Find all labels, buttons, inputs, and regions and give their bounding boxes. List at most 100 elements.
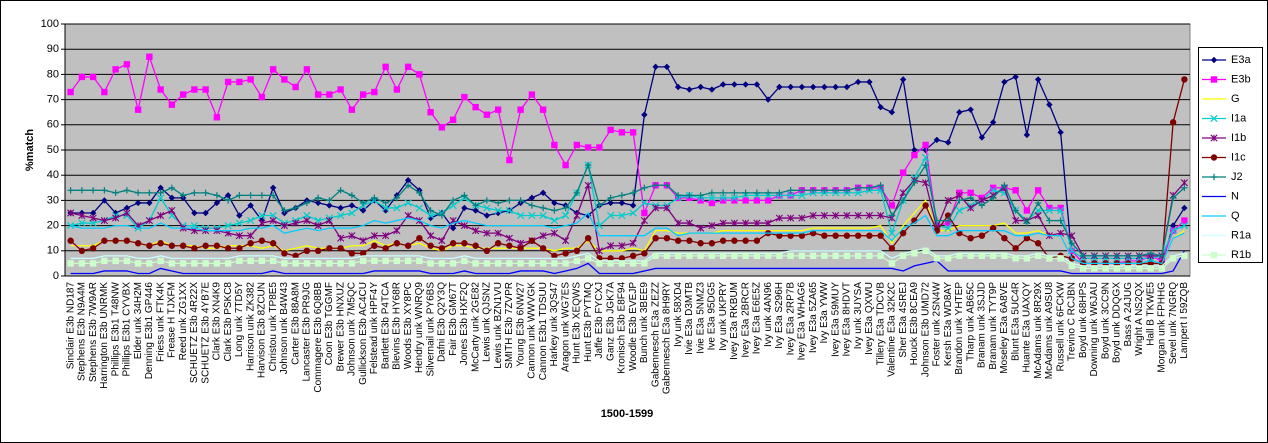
data-point [337,260,344,267]
data-point [528,91,536,98]
data-point [798,214,806,222]
data-point [854,189,862,197]
data-point [202,242,209,249]
data-point [787,191,795,199]
data-point [832,83,839,91]
data-point [832,252,839,260]
data-point [562,237,570,245]
data-point [686,237,693,244]
x-tick-label: Gullickson E3b AC4CU [358,282,369,385]
data-point [179,192,187,199]
data-point [989,119,997,126]
x-tick-label: Harvison E3b 8ZCUN [257,282,268,378]
data-point [629,252,637,260]
data-point [1023,207,1031,214]
data-point [742,189,749,197]
data-point [854,232,862,239]
data-point [629,129,637,136]
data-point [427,207,434,214]
data-point [652,235,659,242]
data-point [371,194,378,202]
data-point [584,255,592,262]
data-point [596,202,603,209]
data-point [393,194,401,202]
data-point [1012,73,1019,81]
data-point [1091,265,1098,272]
data-point [629,209,637,217]
data-point [371,257,378,265]
data-point [303,260,311,267]
data-point [843,187,851,194]
data-point [247,232,255,240]
data-point [371,88,378,96]
x-tick-label: Commagere E3b 6Q8BB [313,282,324,393]
data-point [460,222,468,230]
data-point [258,237,266,244]
data-point [449,116,457,123]
x-tick-label: Ivey E3a 5ZA65 [808,282,819,354]
data-point [539,260,547,267]
data-point [652,204,660,212]
x-tick-label: Houck E3b 8CEA9 [909,282,920,366]
data-point [359,237,367,245]
y-tick-label: 90 [47,43,59,55]
data-point [247,216,255,225]
x-tick-label: Ivy E3a S296H [774,282,785,349]
data-point [213,242,221,249]
legend-marker [1210,134,1218,142]
data-point [911,250,918,257]
data-point [798,187,806,194]
data-point [303,66,311,73]
data-point [415,204,423,212]
data-point [269,66,277,73]
data-point [247,202,254,209]
data-point [168,206,176,215]
legend-marker [1210,56,1218,64]
data-point [764,252,772,260]
data-point [112,209,119,217]
data-point [888,109,896,116]
data-point [820,211,828,220]
x-tick-label: Coon E3b TGGMF [324,282,335,365]
data-point [472,242,479,249]
data-point [595,221,603,230]
data-point [922,146,929,154]
data-point [393,204,401,212]
data-point [641,209,648,217]
data-point [78,247,86,254]
x-tick-label: Elder unk 34H2M [133,282,144,359]
data-point [427,242,434,249]
data-point [933,217,941,224]
data-point [1023,235,1031,242]
data-point [326,91,333,98]
data-point [742,252,749,260]
data-point [641,111,648,118]
data-point [888,229,896,237]
x-tick-label: Ive E3a 95DG5 [707,282,718,351]
x-tick-label: Sevel unk 7NGRQ [1168,282,1179,364]
data-point [843,252,851,260]
data-point [337,245,344,252]
data-point [1181,76,1188,83]
data-point [551,207,558,214]
data-point [191,245,198,252]
data-point [618,242,626,250]
x-tick-label: Brandon unk YHTEP [954,282,965,375]
legend-label: I1a [1231,112,1247,124]
data-point [517,106,524,113]
data-point [787,214,795,222]
data-point [899,189,907,197]
data-point [573,247,581,254]
data-point [506,156,513,164]
data-point [944,196,952,204]
data-point [224,245,232,252]
data-point [371,242,378,249]
data-point [978,202,986,209]
data-point [157,189,164,197]
data-point [146,242,153,249]
data-point [776,83,783,91]
data-point [314,260,322,267]
data-point [866,232,873,239]
data-point [877,182,884,189]
